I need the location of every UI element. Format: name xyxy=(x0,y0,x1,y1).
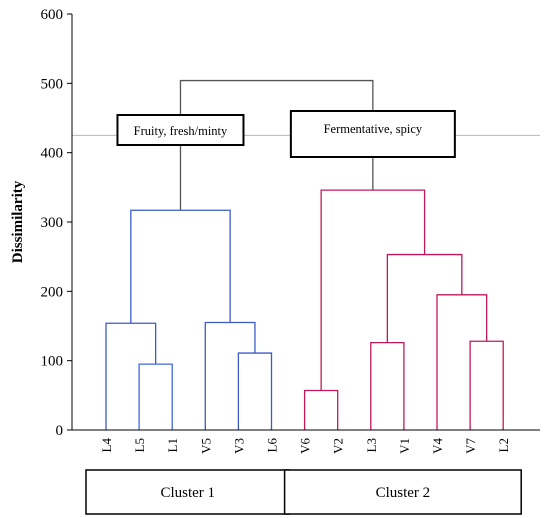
dendrogram-link xyxy=(138,363,173,430)
dendrogram-link xyxy=(370,341,405,430)
dendrogram-link xyxy=(386,253,463,343)
leaf-label-v1: V1 xyxy=(397,438,412,454)
y-tick-label: 300 xyxy=(41,215,64,231)
y-tick-label: 600 xyxy=(41,7,64,23)
cluster-label: Cluster 2 xyxy=(376,485,431,501)
leaf-label-l4: L4 xyxy=(99,438,114,453)
y-tick-label: 0 xyxy=(56,423,64,439)
leaf-label-l1: L1 xyxy=(165,438,180,452)
leaf-label-v6: V6 xyxy=(298,438,313,454)
dendrogram-link xyxy=(237,352,273,430)
leaf-label-l3: L3 xyxy=(364,438,379,452)
leaf-label-l6: L6 xyxy=(265,438,280,453)
leaf-label-l2: L2 xyxy=(496,438,511,452)
annotation-label: Fruity, fresh/minty xyxy=(134,124,228,138)
y-tick-label: 400 xyxy=(41,146,64,162)
annotation-box xyxy=(116,114,245,146)
dendrogram-link xyxy=(469,340,504,430)
leaf-label-v7: V7 xyxy=(463,438,478,454)
dendrogram-link xyxy=(303,389,339,430)
annotation-box xyxy=(289,110,456,158)
leaf-label-v3: V3 xyxy=(231,438,246,454)
y-tick-label: 500 xyxy=(41,76,64,92)
annotation-label: Fermentative, spicy xyxy=(324,122,423,136)
leaf-label-l5: L5 xyxy=(132,438,147,452)
dendrogram-link xyxy=(320,189,426,391)
leaf-label-v5: V5 xyxy=(198,438,213,454)
y-tick-label: 200 xyxy=(41,284,64,300)
dendrogram-link xyxy=(436,294,488,430)
y-axis-title: Dissimilarity xyxy=(10,180,26,263)
dendrogram-link xyxy=(130,209,231,324)
cluster-box xyxy=(283,469,522,515)
dendrogram-link xyxy=(105,322,157,430)
cluster-label: Cluster 1 xyxy=(160,485,215,501)
leaf-label-v4: V4 xyxy=(430,438,445,454)
leaf-label-v2: V2 xyxy=(331,438,346,454)
dendrogram-link xyxy=(204,321,256,430)
y-tick-label: 100 xyxy=(41,354,64,370)
